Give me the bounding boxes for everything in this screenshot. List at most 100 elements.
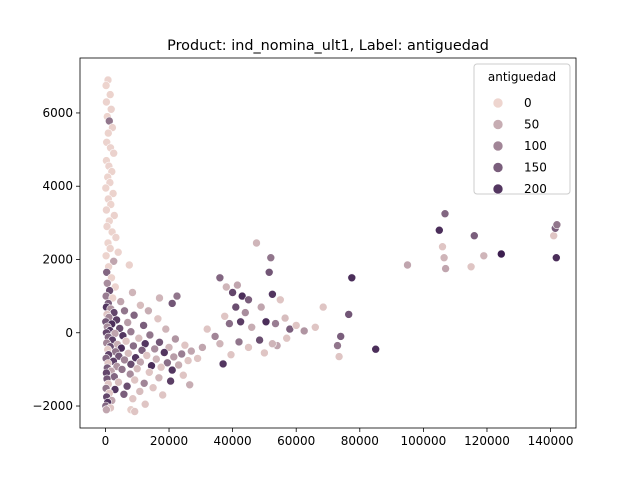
data-point <box>120 355 129 365</box>
data-point <box>128 288 137 297</box>
data-point <box>551 253 561 263</box>
data-point <box>167 299 177 308</box>
data-point <box>117 365 127 374</box>
data-point <box>185 380 194 390</box>
legend-label: 0 <box>524 96 532 110</box>
data-point <box>282 333 292 343</box>
data-point <box>403 260 412 270</box>
data-point <box>102 267 111 277</box>
legend-marker <box>492 140 504 152</box>
data-point <box>110 211 119 220</box>
legend-title: antiguedad <box>488 70 556 84</box>
data-point <box>101 81 111 90</box>
data-point <box>179 370 188 380</box>
data-point <box>261 317 271 327</box>
data-point <box>241 308 250 317</box>
chart-title: Product: ind_nomina_ult1, Label: antigue… <box>167 38 489 54</box>
data-point <box>268 339 277 349</box>
data-point <box>150 344 159 354</box>
data-point <box>440 209 450 218</box>
data-point <box>128 394 138 404</box>
data-point <box>101 251 111 261</box>
data-point <box>161 324 171 334</box>
data-point <box>187 346 196 356</box>
legend-marker <box>492 183 504 195</box>
data-point <box>231 302 241 312</box>
x-tick-label: 140000 <box>528 434 574 448</box>
data-point <box>236 317 245 327</box>
x-tick-label: 80000 <box>341 434 379 448</box>
data-point <box>135 387 145 396</box>
data-point <box>108 189 118 198</box>
data-point <box>210 332 220 341</box>
data-point <box>237 291 247 301</box>
data-point <box>244 343 253 352</box>
data-point <box>244 295 253 305</box>
data-point <box>291 321 301 330</box>
data-point <box>111 233 121 242</box>
data-point <box>124 348 133 358</box>
data-point <box>140 399 150 409</box>
plot-frame <box>79 57 577 429</box>
data-point <box>166 376 175 386</box>
data-point <box>126 359 136 369</box>
points-layer <box>101 75 562 416</box>
data-point <box>113 247 123 257</box>
data-point <box>479 251 489 261</box>
x-tick-label: 100000 <box>400 434 446 448</box>
data-point <box>171 334 180 344</box>
data-point <box>466 262 476 272</box>
x-tick-label: 60000 <box>277 434 315 448</box>
x-tick-label: 40000 <box>214 434 252 448</box>
data-point <box>116 297 125 306</box>
data-point <box>153 314 163 324</box>
legend-marker <box>492 162 504 173</box>
data-point <box>226 350 236 360</box>
data-point <box>102 222 112 231</box>
data-point <box>145 330 155 340</box>
data-point <box>215 273 225 283</box>
data-point <box>102 97 111 107</box>
data-point <box>129 310 139 320</box>
data-point <box>247 322 256 332</box>
data-point <box>172 291 182 301</box>
data-point <box>126 327 136 337</box>
legend-entries: 0 50 100 150 200 <box>492 96 547 196</box>
data-point <box>193 354 202 363</box>
data-point <box>268 289 277 299</box>
legend-label: 100 <box>524 139 547 153</box>
data-point <box>104 128 113 138</box>
legend-marker <box>492 119 504 130</box>
data-point <box>101 183 111 193</box>
data-point <box>120 306 129 316</box>
data-point <box>105 244 115 253</box>
data-point <box>114 377 123 387</box>
data-point <box>129 341 138 351</box>
data-point <box>310 322 320 332</box>
legend-label: 200 <box>524 182 547 196</box>
data-point <box>180 340 190 350</box>
data-point <box>344 310 354 319</box>
data-point <box>134 333 144 343</box>
data-point <box>155 293 164 303</box>
data-point <box>122 381 132 391</box>
data-point <box>167 365 177 375</box>
data-point <box>439 253 449 263</box>
x-tick-label: 0 <box>102 434 110 448</box>
data-point <box>318 302 328 312</box>
data-point <box>130 375 139 385</box>
data-point <box>102 205 111 215</box>
data-point <box>123 318 132 327</box>
data-point <box>334 352 344 361</box>
x-tick-label: 20000 <box>150 434 188 448</box>
data-point <box>125 369 135 379</box>
data-point <box>109 148 118 158</box>
legend-label: 150 <box>524 161 547 175</box>
data-point <box>496 249 506 259</box>
data-point <box>109 256 118 266</box>
data-point <box>121 336 131 346</box>
data-point <box>264 267 274 277</box>
data-point <box>280 313 290 323</box>
data-point <box>333 341 342 350</box>
data-point <box>441 264 450 273</box>
